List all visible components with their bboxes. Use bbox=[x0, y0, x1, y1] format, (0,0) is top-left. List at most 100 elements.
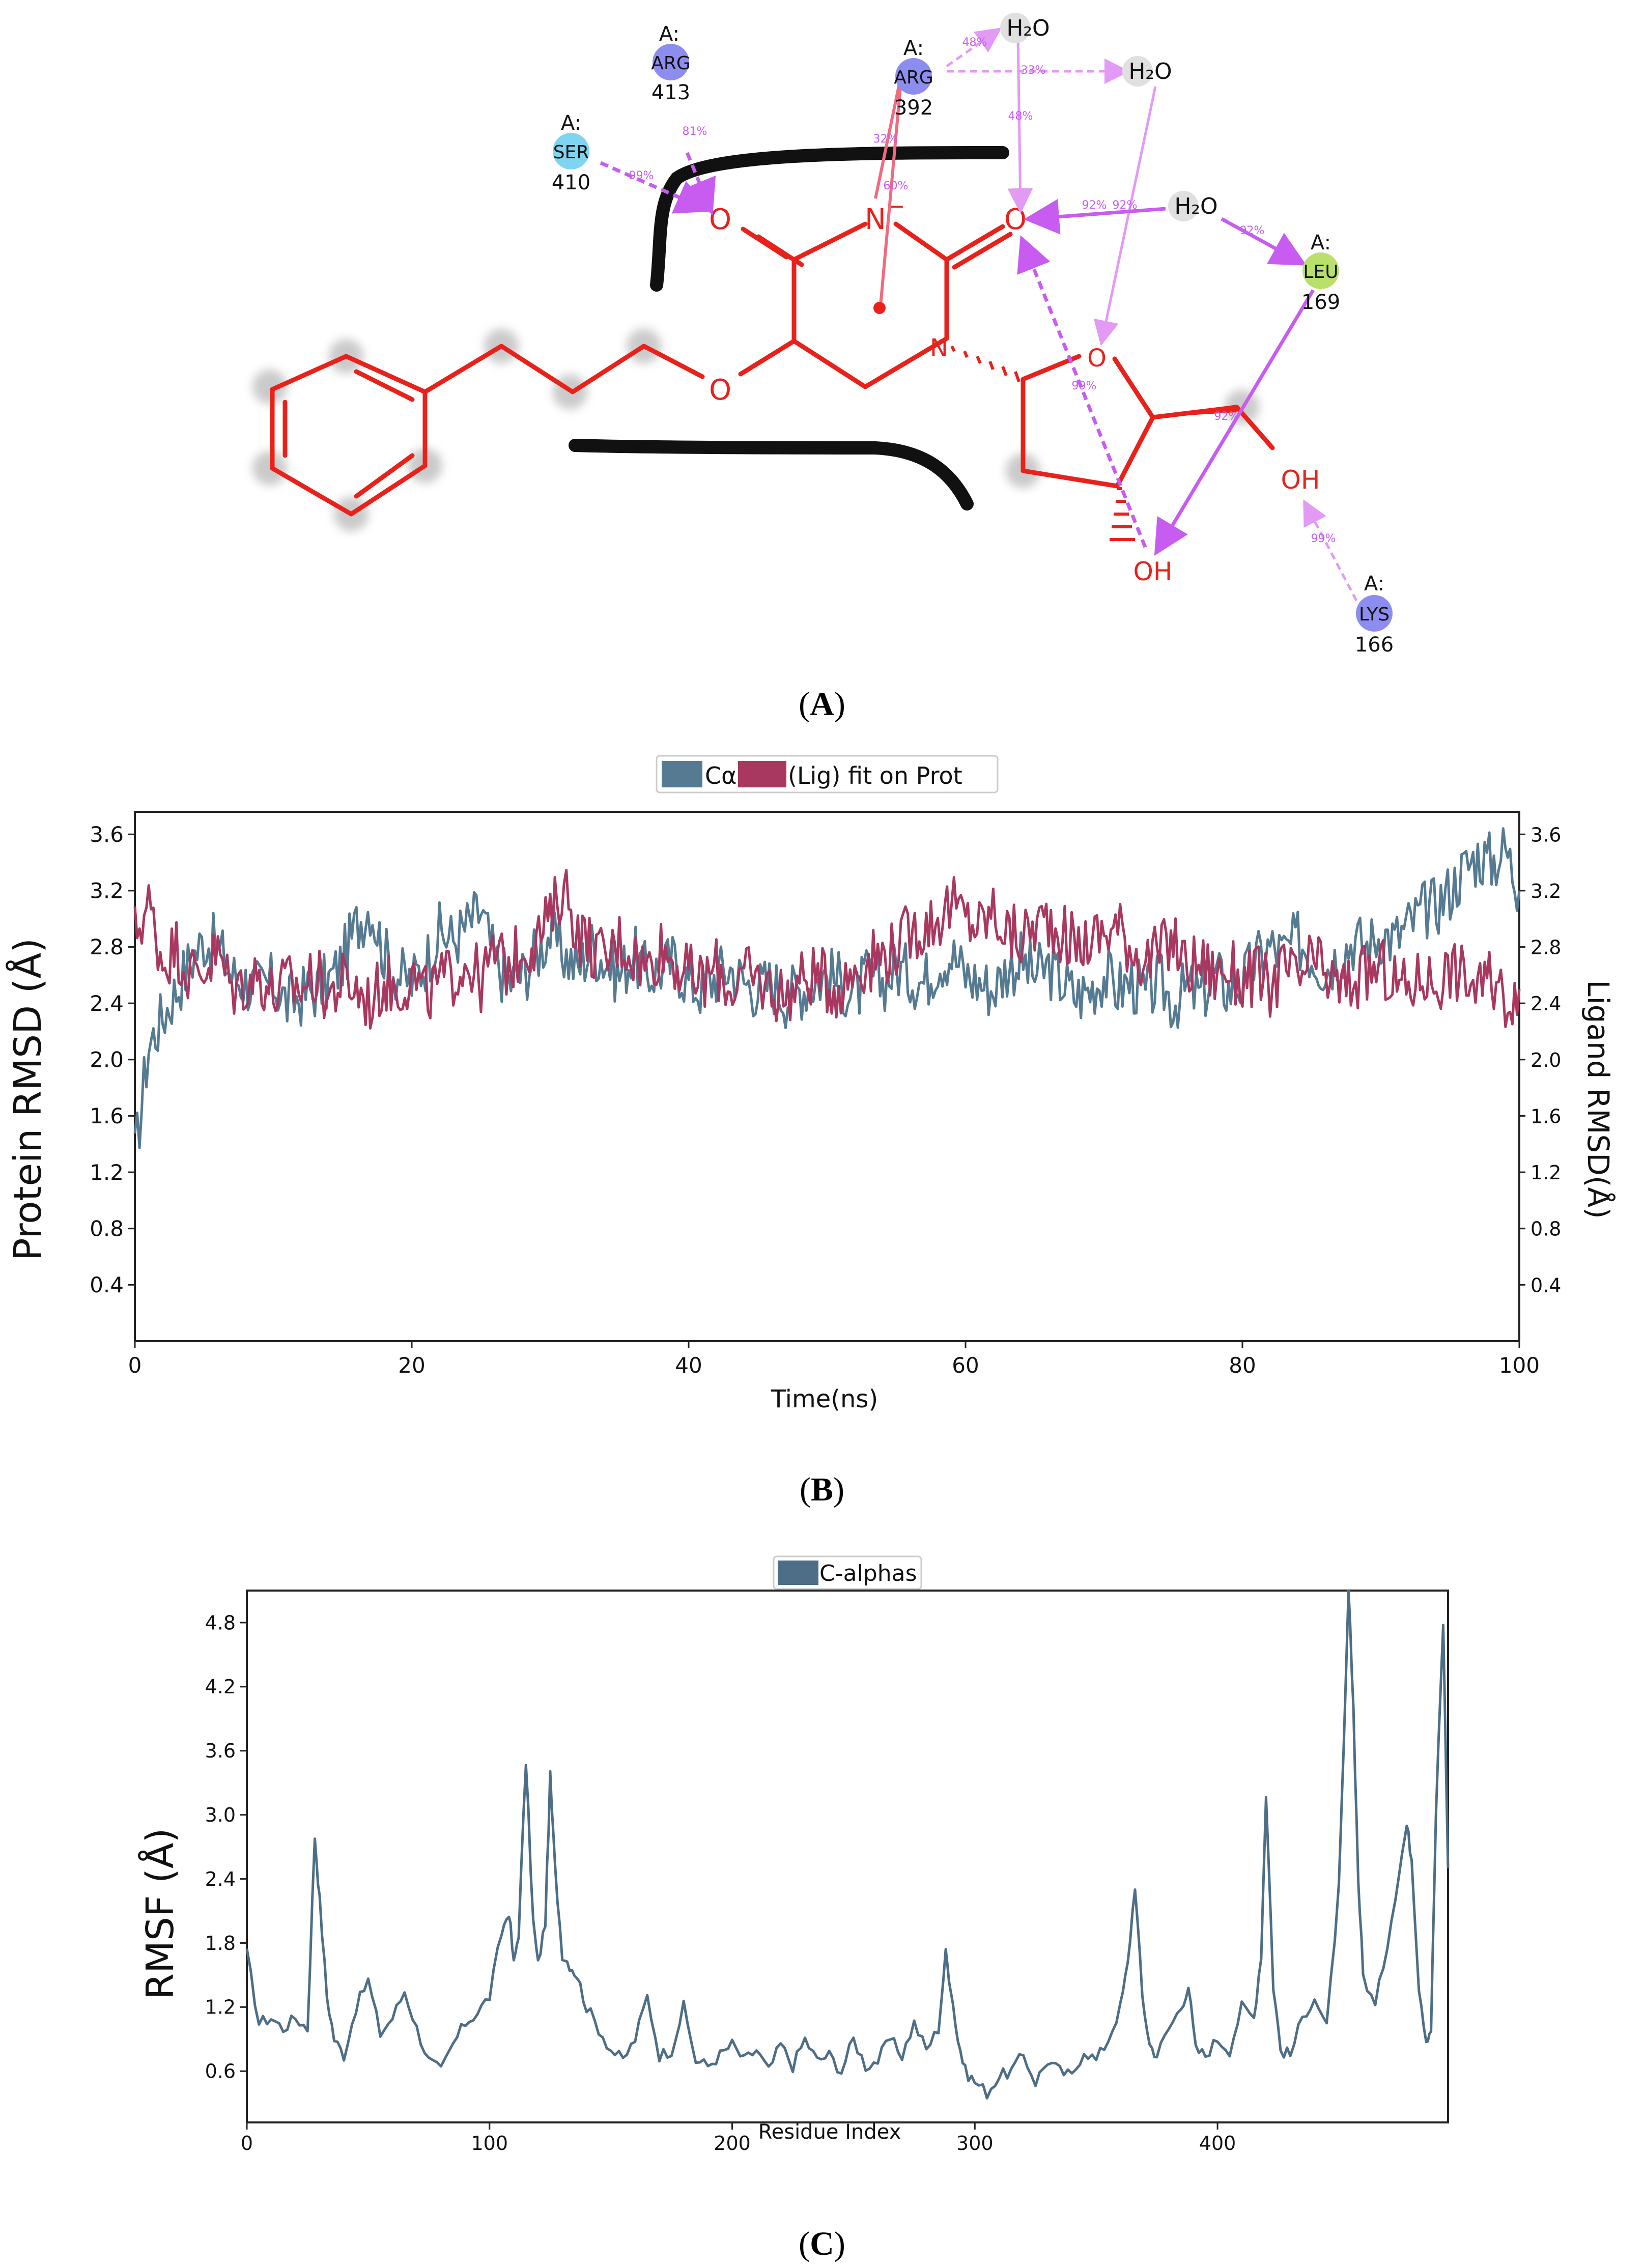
water-molecule: H₂O bbox=[1122, 56, 1172, 87]
y2-tick-label: 2.0 bbox=[1530, 1049, 1561, 1071]
plot-frame bbox=[134, 811, 1520, 1342]
svg-text:H₂O: H₂O bbox=[1174, 193, 1217, 219]
y-axis-label: Protein RMSD (Å) bbox=[5, 938, 50, 1261]
x-axis-label: Time(ns) bbox=[771, 1385, 878, 1413]
pct-label: 81% bbox=[683, 125, 707, 138]
svg-text:H₂O: H₂O bbox=[1128, 59, 1172, 84]
y2-tick-label: 1.2 bbox=[1530, 1161, 1561, 1184]
y-tick-label: 3.6 bbox=[205, 1740, 236, 1762]
wedge-bond bbox=[1153, 405, 1237, 417]
legend: Cα (Lig) fit on Prot bbox=[656, 755, 999, 793]
hbond-interactions bbox=[600, 27, 1358, 602]
y-tick-label: 1.8 bbox=[205, 1932, 236, 1954]
residue-leu-169: A: LEU 169 bbox=[1301, 231, 1340, 314]
svg-text:A:: A: bbox=[659, 22, 679, 46]
y-tick-label: 1.2 bbox=[205, 1996, 236, 2019]
water-molecule: H₂O bbox=[1000, 13, 1050, 43]
pi-cation-centroid bbox=[873, 302, 886, 314]
pct-label: 99% bbox=[629, 169, 654, 182]
x-tick-label: 100 bbox=[1499, 1353, 1540, 1378]
y-axis-label: RMSF (Å) bbox=[137, 1828, 182, 2000]
svg-text:LEU: LEU bbox=[1303, 262, 1338, 282]
pct-label: 48% bbox=[1008, 110, 1033, 123]
atom-oh-1: OH bbox=[1281, 465, 1320, 495]
binding-pocket-outline bbox=[569, 146, 1009, 511]
y-tick-label: 3.0 bbox=[205, 1804, 236, 1826]
water-molecule: H₂O bbox=[1168, 191, 1218, 221]
ligand-solvent-halos bbox=[252, 329, 1259, 531]
svg-text:A:: A: bbox=[903, 37, 924, 60]
y-tick-label: 1.6 bbox=[90, 1103, 124, 1128]
pct-label: 48% bbox=[962, 36, 987, 49]
panel-a-interaction-diagram: O N − O N O O OH OH 81% 99% 32% 60% 48% … bbox=[252, 13, 1394, 723]
legend-label-calpha: Cα bbox=[705, 762, 736, 789]
atom-n-ring: N bbox=[930, 334, 948, 362]
x-tick-label: 0 bbox=[128, 1353, 142, 1378]
series-line-c-alphas bbox=[245, 1589, 1450, 2100]
y-tick-label: 0.4 bbox=[90, 1272, 124, 1297]
x-tick-label: 200 bbox=[714, 2132, 751, 2154]
stereo-hash-bond bbox=[950, 345, 1135, 541]
y2-tick-label: 0.8 bbox=[1530, 1218, 1561, 1240]
caption-a: (A) bbox=[799, 686, 845, 723]
svg-text:LYS: LYS bbox=[1359, 604, 1390, 625]
y2-tick-label: 3.6 bbox=[1530, 824, 1561, 846]
panel-c-rmsf-chart: C-alphas 0 100 200 300 400 0.6 1.2 1.8 2.4 3.0 3.6… bbox=[137, 1555, 1450, 2262]
x-tick-label: 300 bbox=[956, 2132, 994, 2154]
y-tick-label: 2.4 bbox=[90, 991, 124, 1016]
y-tick-label: 4.2 bbox=[205, 1676, 236, 1698]
svg-text:H₂O: H₂O bbox=[1006, 15, 1050, 41]
y-tick-label: 2.0 bbox=[90, 1047, 124, 1072]
pct-label: 33% bbox=[1021, 64, 1046, 77]
pct-label: 99% bbox=[1072, 380, 1097, 392]
y-tick-label: 0.6 bbox=[205, 2060, 236, 2083]
x-tick-label: 40 bbox=[675, 1353, 702, 1378]
legend: C-alphas bbox=[773, 1555, 922, 1590]
x-tick-label: 400 bbox=[1199, 2132, 1236, 2154]
y-tick-label: 3.6 bbox=[90, 822, 124, 847]
x-axis-label: Residue Index bbox=[758, 2120, 901, 2144]
svg-text:392: 392 bbox=[894, 96, 933, 120]
x-tick-label: 80 bbox=[1229, 1353, 1256, 1378]
pct-label: 60% bbox=[884, 180, 909, 192]
x-tick-label: 0 bbox=[241, 2132, 253, 2154]
legend-swatch-calpha bbox=[662, 761, 702, 787]
atom-ether-o: O bbox=[709, 374, 731, 407]
svg-text:A:: A: bbox=[1311, 231, 1331, 254]
y-tick-label: 4.8 bbox=[205, 1611, 236, 1634]
legend-label-ligand: (Lig) fit on Prot bbox=[788, 762, 962, 789]
panel-b-rmsd-chart: Cα (Lig) fit on Prot 0 20 40 60 80 100 0.4 0.8 1… bbox=[5, 755, 1616, 1508]
pct-label: 32% bbox=[873, 133, 898, 146]
atom-carbonyl-o1: O bbox=[709, 203, 731, 236]
caption-b: (B) bbox=[800, 1471, 844, 1508]
pct-label: 99% bbox=[1311, 532, 1336, 545]
residue-lys-166: A: LYS 166 bbox=[1355, 572, 1394, 657]
atom-n-minus: N bbox=[865, 203, 886, 236]
atom-sugar-o: O bbox=[1087, 344, 1107, 373]
y2-tick-label: 2.8 bbox=[1530, 937, 1561, 959]
series-line--lig-fit-on-prot bbox=[133, 869, 1521, 1030]
svg-text:413: 413 bbox=[651, 81, 690, 104]
atom-carbonyl-o2: O bbox=[1004, 203, 1027, 236]
x-tick-label: 100 bbox=[471, 2132, 508, 2154]
svg-text:ARG: ARG bbox=[651, 53, 691, 74]
caption-c: (C) bbox=[799, 2225, 845, 2262]
y-tick-label: 1.2 bbox=[90, 1160, 124, 1185]
legend-swatch-calphas bbox=[778, 1561, 818, 1585]
y2-tick-label: 2.4 bbox=[1530, 993, 1561, 1015]
svg-text:166: 166 bbox=[1355, 633, 1394, 657]
svg-text:A:: A: bbox=[561, 111, 581, 135]
svg-text:169: 169 bbox=[1301, 291, 1340, 314]
y-tick-label: 2.4 bbox=[205, 1868, 236, 1890]
svg-text:A:: A: bbox=[1364, 572, 1384, 596]
y-tick-label: 3.2 bbox=[90, 878, 124, 903]
y2-axis-label: Ligand RMSD(Å) bbox=[1581, 980, 1616, 1219]
x-tick-label: 20 bbox=[398, 1353, 425, 1378]
x-tick-label: 60 bbox=[952, 1353, 979, 1378]
residue-arg-392: A: ARG 392 bbox=[894, 37, 933, 120]
pct-label: 92% bbox=[1082, 199, 1107, 212]
pct-label: 92% bbox=[1113, 199, 1138, 212]
residue-ser-410: A: SER 410 bbox=[552, 111, 590, 194]
y2-tick-label: 0.4 bbox=[1530, 1274, 1561, 1296]
legend-swatch-ligand bbox=[738, 761, 786, 787]
